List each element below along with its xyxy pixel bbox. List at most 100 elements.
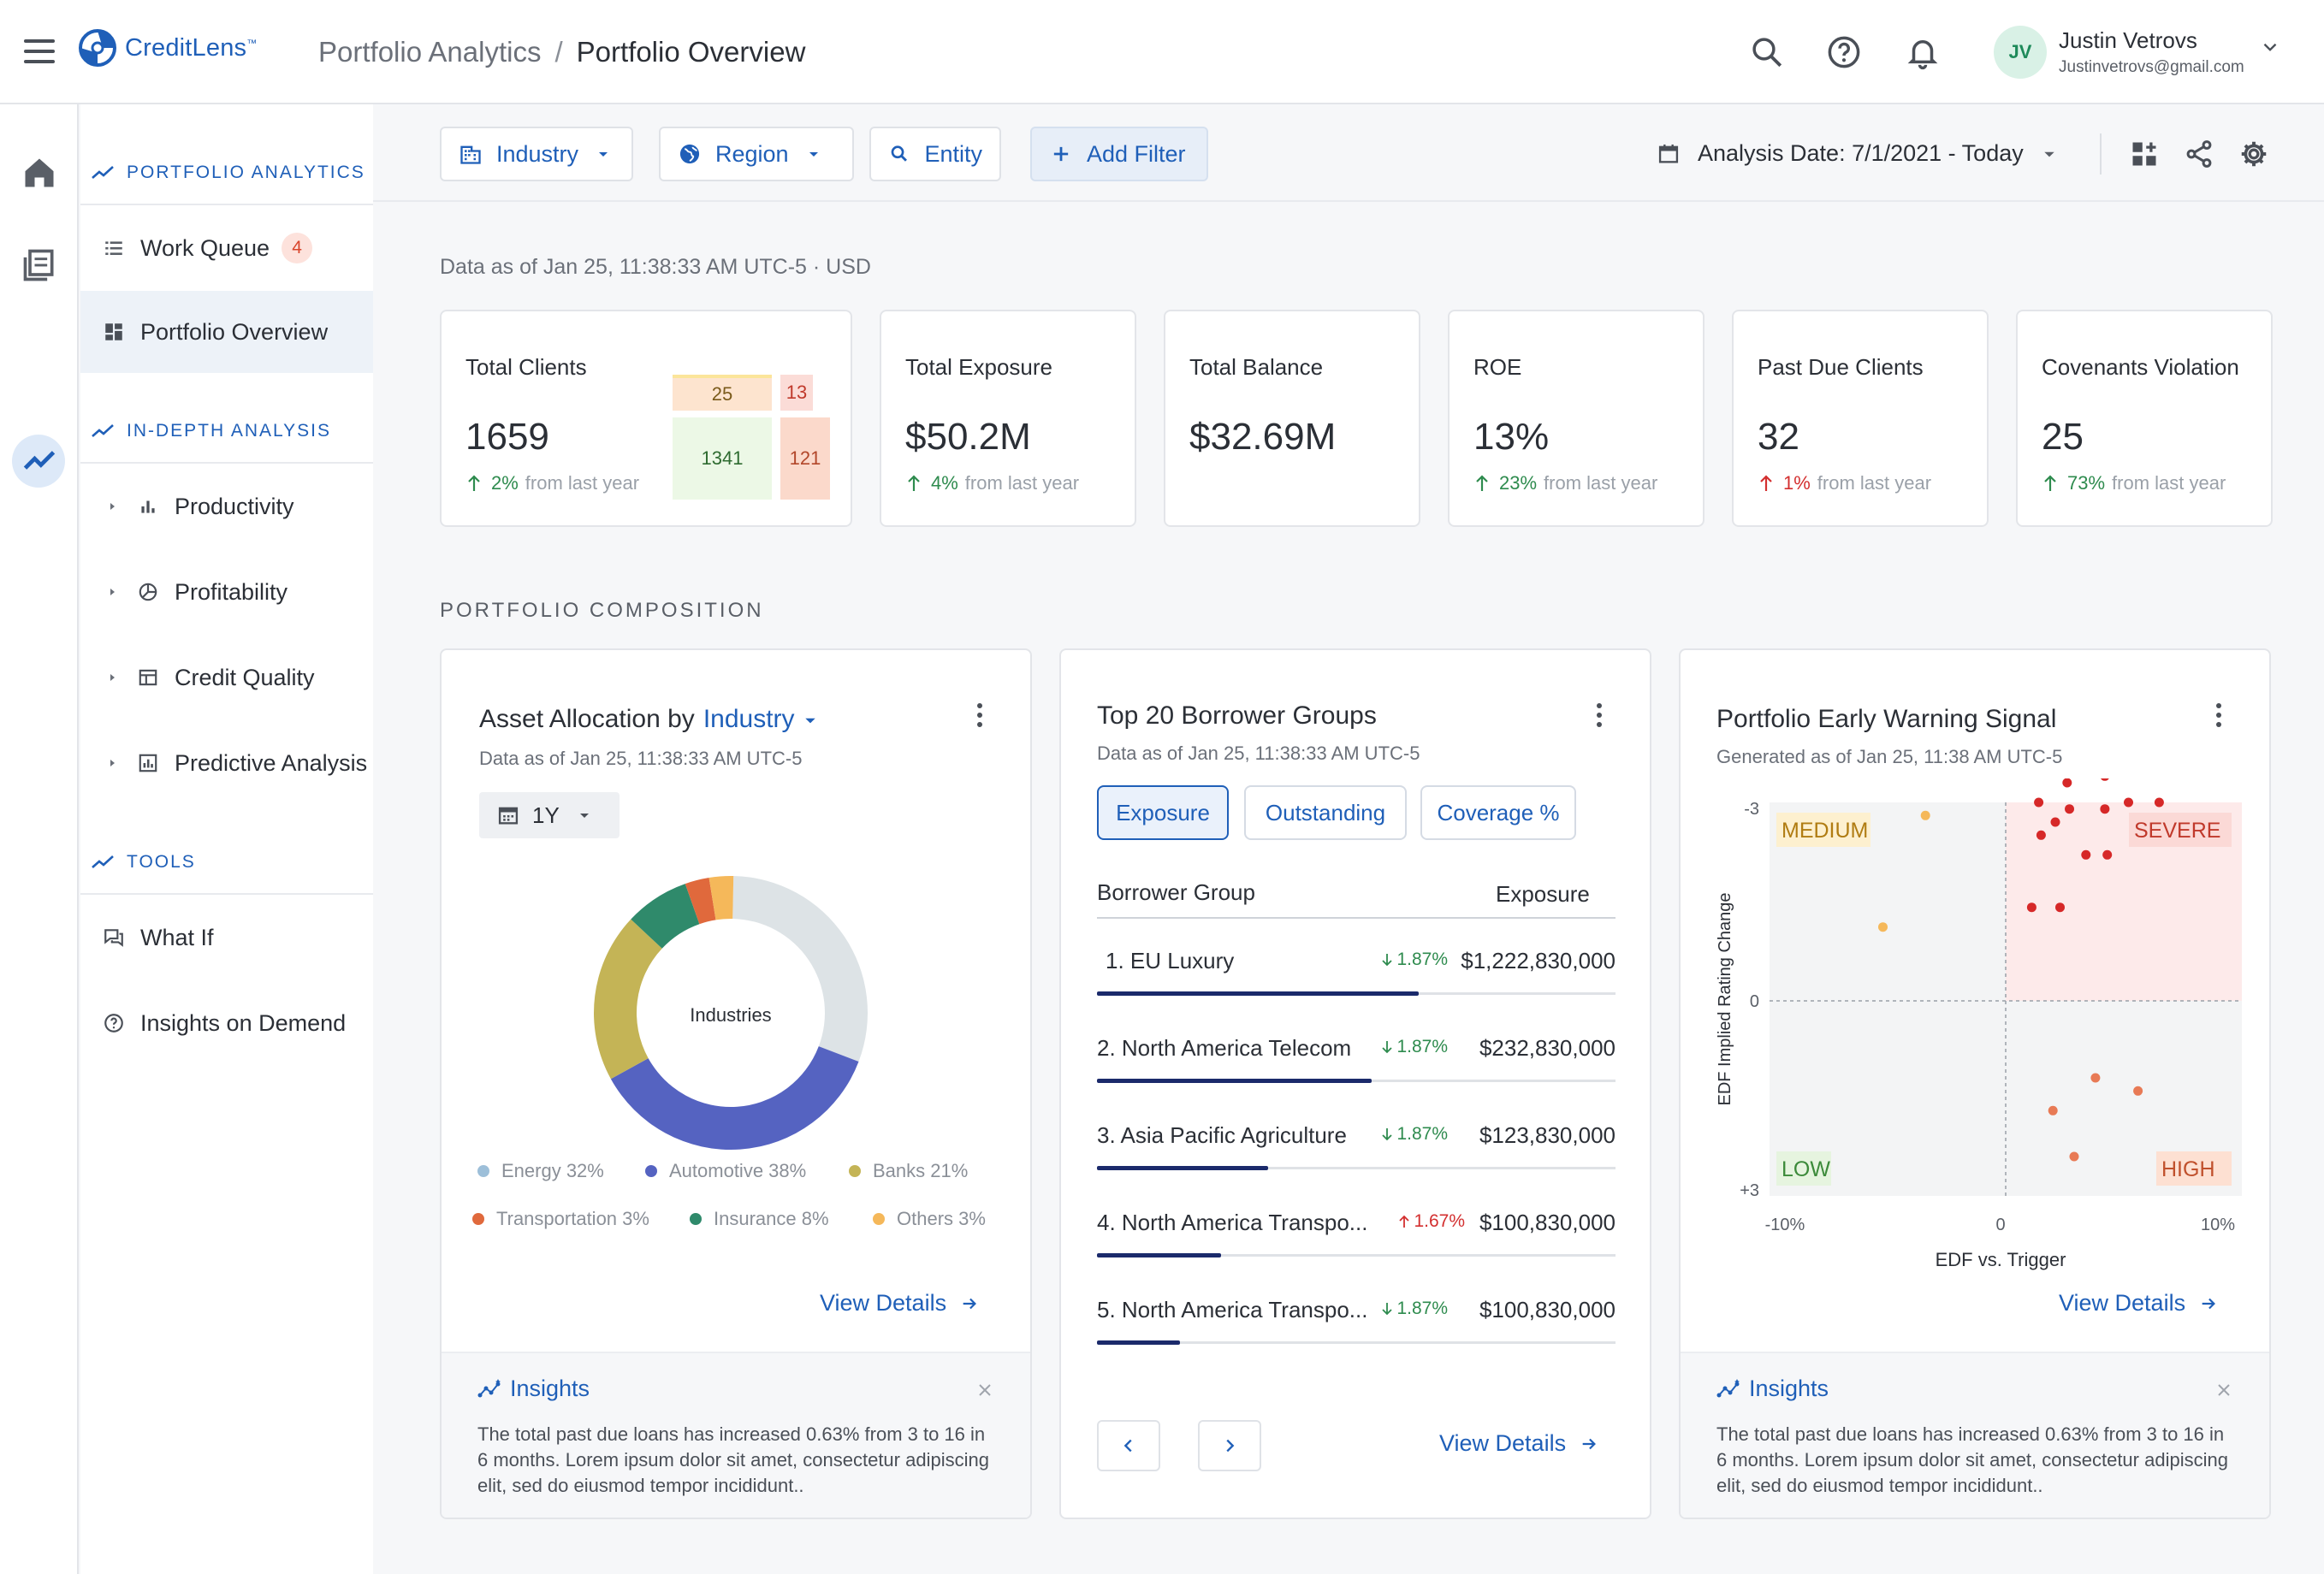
sidebar-item-work-queue[interactable]: Work Queue 4 — [80, 207, 373, 289]
legend-item-others[interactable]: Others 3% — [873, 1208, 986, 1230]
sidebar-item-productivity[interactable]: Productivity — [80, 465, 373, 547]
scatter-point-high[interactable] — [2090, 1073, 2101, 1083]
scatter-point-severe[interactable] — [2154, 797, 2164, 808]
sidebar-item-portfolio-overview[interactable]: Portfolio Overview — [80, 291, 373, 373]
close-icon[interactable] — [977, 1382, 993, 1398]
more-options-icon[interactable] — [1597, 703, 1604, 731]
scatter-point-severe[interactable] — [2034, 797, 2044, 808]
scatter-point-high[interactable] — [2133, 1086, 2143, 1096]
scatter-point-severe[interactable] — [2102, 849, 2113, 860]
sidebar-item-what-if[interactable]: What If — [80, 896, 373, 979]
sidebar-item-predictive-analysis[interactable]: Predictive Analysis — [80, 722, 373, 804]
exposure-bar-fill — [1097, 1340, 1180, 1345]
donut-slice-others[interactable] — [708, 876, 734, 920]
kpi-total-balance[interactable]: Total Balance $32.69M — [1164, 310, 1420, 527]
table-row[interactable]: 4. North America Transpo... 1.67% $100,830… — [1097, 1180, 1616, 1268]
next-page-button[interactable] — [1198, 1420, 1261, 1471]
more-options-icon[interactable] — [977, 703, 984, 731]
legend-item-energy[interactable]: Energy 32% — [477, 1160, 604, 1182]
add-widget-icon[interactable] — [2129, 139, 2160, 169]
kpi-total-exposure[interactable]: Total Exposure $50.2M 4% from last year — [880, 310, 1136, 527]
borrowers-view-details-link[interactable]: View Details — [1439, 1430, 1598, 1457]
home-icon[interactable] — [21, 154, 58, 192]
borrower-exposure: $1,222,830,000 — [1461, 948, 1616, 973]
kpi-label: Total Clients — [465, 354, 587, 380]
table-row[interactable]: 3. Asia Pacific Agriculture 1.87% $123,830… — [1097, 1093, 1616, 1180]
table-row[interactable]: 5. North America Transpo... 1.87% $100,830… — [1097, 1268, 1616, 1355]
industry-filter-button[interactable]: Industry — [440, 127, 633, 181]
notification-bell-icon[interactable] — [1905, 34, 1941, 70]
kpi-past-due-clients[interactable]: Past Due Clients 32 1% from last year — [1732, 310, 1989, 527]
scatter-point-severe[interactable] — [2036, 830, 2046, 840]
client-grid-high[interactable]: 121 — [780, 417, 830, 500]
scatter-point-severe[interactable] — [2100, 778, 2109, 781]
help-icon[interactable] — [1826, 34, 1862, 70]
early-warning-signal-panel: Portfolio Early Warning Signal Generated… — [1679, 648, 2271, 1519]
donut-slice-automotive[interactable] — [610, 1046, 859, 1150]
period-selector[interactable]: 1Y — [479, 792, 620, 838]
legend-item-insurance[interactable]: Insurance 8% — [690, 1208, 829, 1230]
scatter-point-high[interactable] — [2048, 1105, 2058, 1115]
kpi-roe[interactable]: ROE 13% 23% from last year — [1448, 310, 1704, 527]
table-row[interactable]: 1. EU Luxury 1.87% $1,222,830,000 — [1097, 919, 1616, 1006]
column-header-exposure[interactable]: Exposure — [1496, 881, 1590, 907]
legend-item-banks[interactable]: Banks 21% — [849, 1160, 968, 1182]
app-logo[interactable]: CreditLens™ — [77, 27, 257, 68]
search-icon[interactable] — [1749, 34, 1785, 70]
breadcrumb-parent[interactable]: Portfolio Analytics — [318, 36, 542, 68]
tab-outstanding[interactable]: Outstanding — [1244, 785, 1407, 840]
documents-icon[interactable] — [21, 246, 58, 284]
scatter-point-severe[interactable] — [2124, 797, 2133, 808]
trending-up-icon[interactable] — [21, 441, 58, 479]
scatter-point-severe[interactable] — [2062, 778, 2072, 788]
table-row[interactable]: 2. North America Telecom 1.87% $232,830,00… — [1097, 1006, 1616, 1093]
scatter-point-severe[interactable] — [2100, 804, 2110, 814]
column-header-borrower-group[interactable]: Borrower Group — [1097, 879, 1255, 905]
close-icon[interactable] — [2216, 1382, 2232, 1398]
analysis-date-picker[interactable]: Analysis Date: 7/1/2021 - Today — [1657, 140, 2056, 167]
menu-icon[interactable] — [24, 39, 55, 63]
scatter-point-high[interactable] — [2069, 1151, 2079, 1162]
legend-item-automotive[interactable]: Automotive 38% — [645, 1160, 806, 1182]
scatter-point-severe[interactable] — [2050, 817, 2060, 827]
caret-down-icon[interactable] — [803, 713, 817, 727]
scatter-point-medium[interactable] — [1878, 922, 1888, 932]
insights-icon — [1716, 1378, 1740, 1397]
sidebar-item-credit-quality[interactable]: Credit Quality — [80, 636, 373, 719]
donut-slice-energy[interactable] — [732, 876, 868, 1062]
gear-icon[interactable] — [2238, 139, 2269, 169]
more-options-icon[interactable] — [2216, 703, 2223, 731]
ews-view-details-link[interactable]: View Details — [2059, 1290, 2218, 1317]
asset-allocation-view-details-link[interactable]: View Details — [820, 1290, 979, 1317]
kpi-covenants-violation[interactable]: Covenants Violation 25 73% from last yea… — [2016, 310, 2273, 527]
scatter-point-medium[interactable] — [1920, 810, 1930, 820]
borrower-name: 3. Asia Pacific Agriculture — [1097, 1122, 1347, 1148]
scatter-point-severe[interactable] — [2055, 902, 2065, 913]
tab-exposure[interactable]: Exposure — [1097, 785, 1229, 840]
donut-slice-banks[interactable] — [594, 919, 662, 1080]
avatar[interactable]: JV — [1994, 26, 2047, 79]
tab-coverage[interactable]: Coverage % — [1420, 785, 1576, 840]
scatter-point-severe[interactable] — [2081, 849, 2091, 860]
client-grid-low[interactable]: 1341 — [673, 417, 772, 500]
sidebar-item-insights-on-demand[interactable]: Insights on Demend — [80, 982, 373, 1064]
delta-percent: 1% — [1783, 472, 1811, 494]
donut-slice-insurance[interactable] — [631, 884, 700, 949]
entity-filter-button[interactable]: Entity — [869, 127, 1001, 181]
scatter-point-severe[interactable] — [2026, 902, 2036, 913]
client-grid-severe[interactable]: 13 — [780, 375, 813, 411]
previous-page-button[interactable] — [1097, 1420, 1160, 1471]
kpi-total-clients[interactable]: Total Clients 1659 2% from last year 25 … — [440, 310, 852, 527]
client-grid-medium[interactable]: 25 — [673, 375, 772, 411]
scatter-point-severe[interactable] — [2065, 804, 2074, 814]
add-filter-button[interactable]: Add Filter — [1030, 127, 1208, 181]
sidebar-item-profitability[interactable]: Profitability — [80, 551, 373, 633]
view-details-label: View Details — [820, 1290, 947, 1316]
region-filter-button[interactable]: Region — [659, 127, 854, 181]
legend-label: Insurance 8% — [714, 1208, 829, 1229]
donut-slice-transportation[interactable] — [685, 878, 716, 925]
chevron-down-icon[interactable] — [2259, 36, 2281, 58]
legend-item-transportation[interactable]: Transportation 3% — [472, 1208, 649, 1230]
share-icon[interactable] — [2184, 139, 2214, 169]
industry-dimension-selector[interactable]: Industry — [703, 705, 795, 733]
